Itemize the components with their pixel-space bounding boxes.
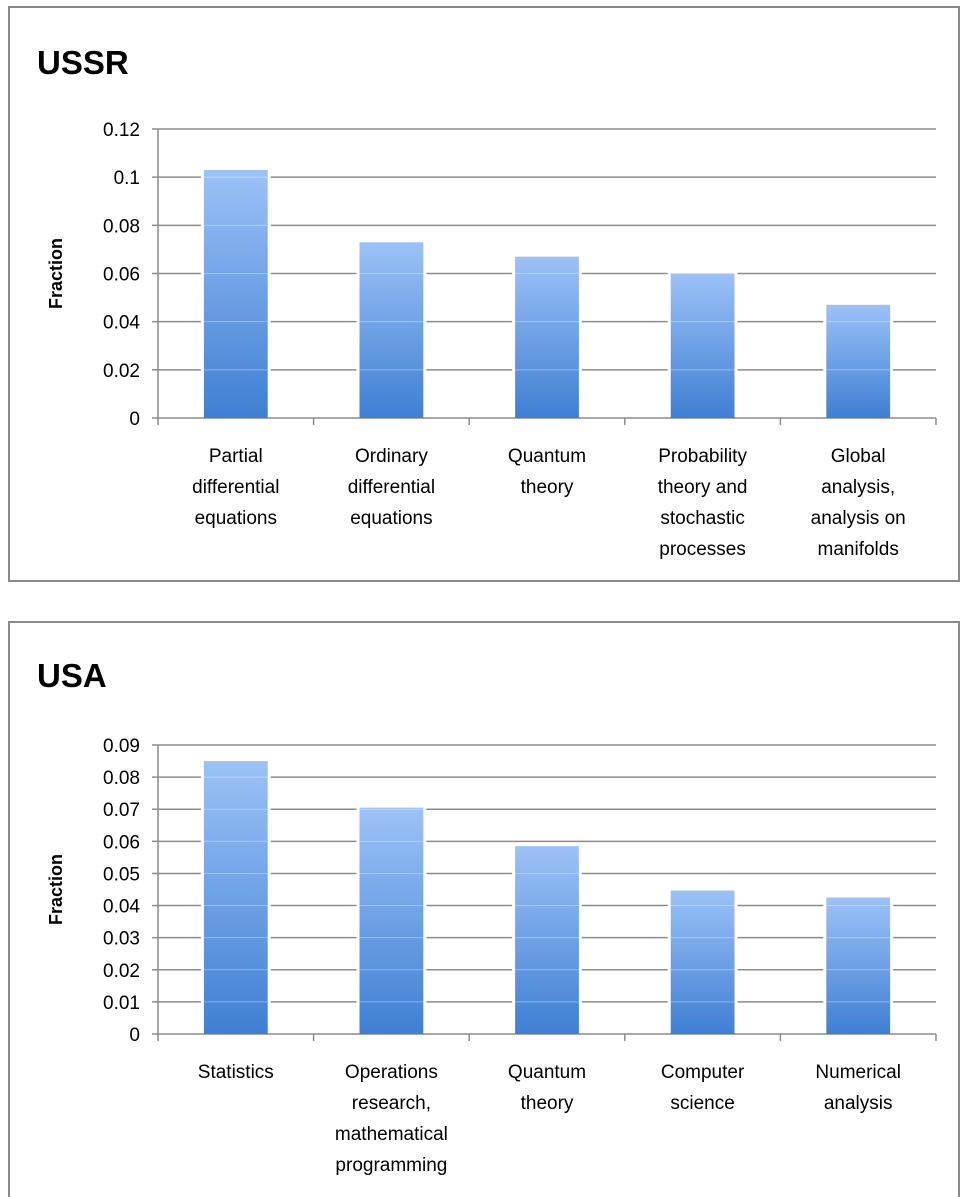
y-tick-label: 0.09	[103, 736, 140, 757]
x-category-label: analysis,	[821, 477, 895, 498]
y-tick-label: 0.04	[103, 313, 140, 334]
x-category-label: analysis on	[811, 508, 906, 529]
y-tick-label: 0.02	[103, 961, 140, 982]
x-category-label: equations	[195, 508, 277, 529]
x-category-label: differential	[348, 477, 435, 498]
bar	[203, 761, 268, 1034]
x-category-label: Quantum	[508, 446, 586, 467]
y-tick-label: 0.02	[103, 361, 140, 382]
bar	[670, 890, 735, 1034]
bar	[359, 807, 424, 1034]
y-tick-label: 0	[129, 409, 140, 430]
x-category-label: research,	[352, 1093, 431, 1114]
ussr-chart-panel: USSR	[8, 6, 960, 582]
bar	[670, 273, 735, 418]
chart-title: USSR	[37, 44, 129, 81]
x-category-label: Global	[831, 446, 886, 467]
y-tick-label: 0.08	[103, 216, 140, 237]
usa-chart-panel: USA	[8, 621, 960, 1197]
x-category-label: Numerical	[815, 1062, 901, 1083]
y-tick-label: 0.01	[103, 993, 140, 1014]
y-axis-title: Fraction	[46, 238, 66, 309]
x-category-label: processes	[659, 539, 746, 560]
x-category-label: Statistics	[198, 1062, 274, 1083]
x-category-label: programming	[335, 1155, 447, 1176]
y-tick-label: 0.05	[103, 864, 140, 885]
x-category-label: analysis	[824, 1093, 893, 1114]
y-tick-label: 0.1	[114, 168, 140, 189]
x-category-label: Ordinary	[355, 446, 428, 467]
bar	[515, 846, 579, 1034]
x-category-label: Probability	[658, 446, 747, 467]
y-tick-label: 0.08	[103, 768, 140, 789]
y-tick-label: 0.03	[103, 929, 140, 950]
x-category-label: differential	[192, 477, 279, 498]
bar	[826, 897, 891, 1034]
x-category-label: manifolds	[818, 539, 899, 560]
y-tick-label: 0.07	[103, 800, 140, 821]
x-category-label: stochastic	[660, 508, 744, 529]
bar	[515, 256, 579, 418]
x-category-label: Partial	[209, 446, 263, 467]
x-category-label: theory	[521, 1093, 574, 1114]
y-axis-title: Fraction	[46, 854, 66, 925]
x-category-label: theory	[521, 477, 574, 498]
x-category-label: equations	[350, 508, 432, 529]
bar	[359, 242, 424, 418]
x-category-label: theory and	[658, 477, 748, 498]
y-tick-label: 0.06	[103, 265, 140, 286]
y-tick-label: 0.06	[103, 832, 140, 853]
x-category-label: science	[670, 1093, 734, 1114]
bar	[826, 304, 891, 418]
bar	[203, 169, 268, 418]
y-tick-label: 0	[129, 1025, 140, 1046]
y-tick-label: 0.12	[103, 120, 140, 141]
x-category-label: Operations	[345, 1062, 438, 1083]
chart-title: USA	[37, 657, 107, 694]
x-category-label: Computer	[661, 1062, 745, 1083]
x-category-label: Quantum	[508, 1062, 586, 1083]
y-tick-label: 0.04	[103, 897, 140, 918]
x-category-label: mathematical	[335, 1124, 448, 1145]
